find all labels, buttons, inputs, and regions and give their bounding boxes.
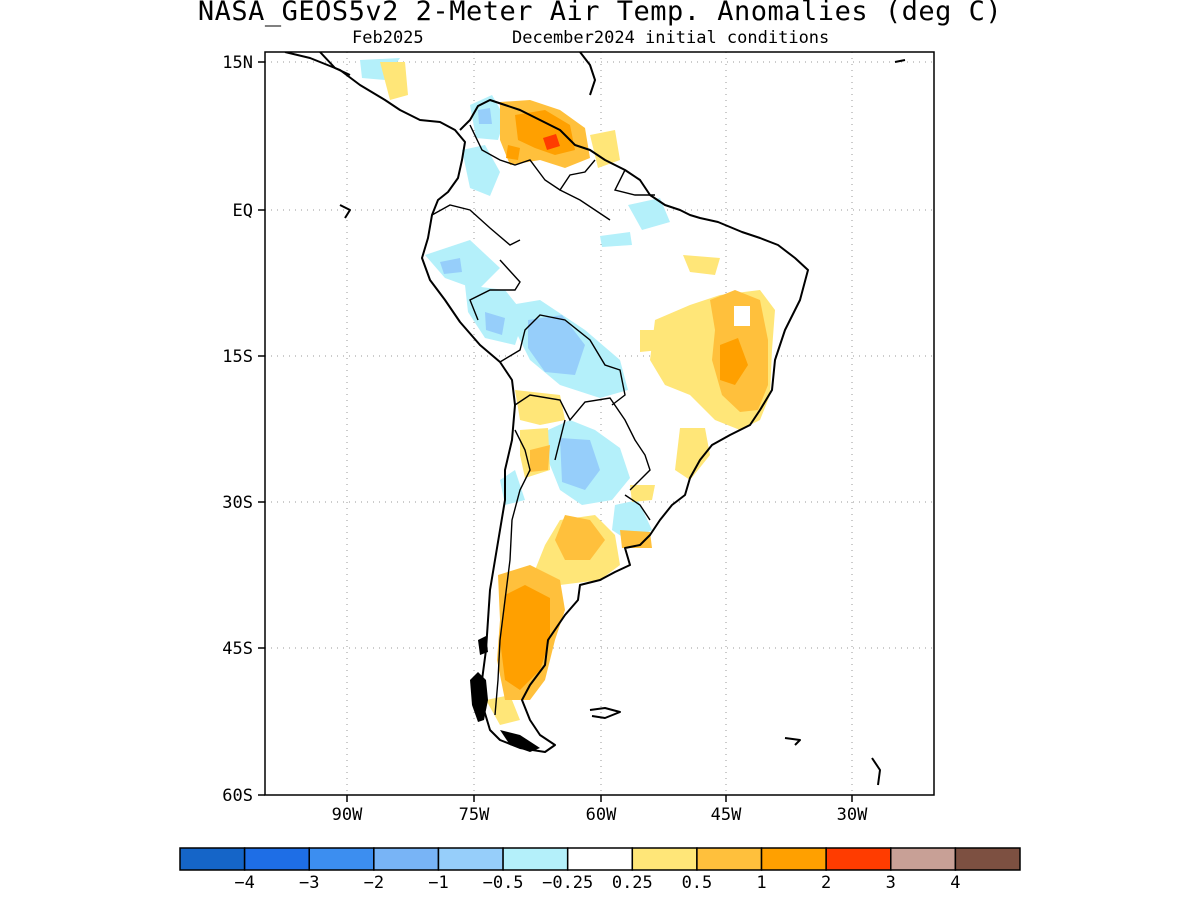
colorbar-label: −0.5 bbox=[483, 873, 524, 893]
colorbar-label: 4 bbox=[950, 873, 960, 893]
lon-label-90w: 90W bbox=[332, 805, 363, 825]
colorbar-label: 2 bbox=[821, 873, 831, 893]
colorbar-label: −3 bbox=[299, 873, 319, 893]
anomaly-shading bbox=[360, 58, 775, 725]
anomaly-mid-blue-patches bbox=[440, 108, 600, 490]
lon-labels: 90W 75W 60W 45W 30W bbox=[332, 805, 868, 825]
anomaly-orange-patches bbox=[500, 110, 748, 690]
initial-conditions: December2024 initial conditions bbox=[512, 28, 830, 48]
lon-label-75w: 75W bbox=[459, 805, 490, 825]
colorbar-swatch bbox=[437, 847, 504, 871]
lat-labels: 15N EQ 15S 30S 45S 60S bbox=[222, 53, 253, 806]
colorbar-swatch bbox=[179, 847, 246, 871]
colorbar-swatch bbox=[631, 847, 698, 871]
colorbar-label: −2 bbox=[364, 873, 384, 893]
colorbar-label: 1 bbox=[756, 873, 766, 893]
southern-islands bbox=[470, 636, 540, 752]
colorbar-label: −4 bbox=[234, 873, 254, 893]
colorbar-swatch bbox=[696, 847, 763, 871]
colorbar-swatch bbox=[308, 847, 375, 871]
lat-label-15s: 15S bbox=[222, 347, 253, 367]
forecast-month: Feb2025 bbox=[352, 28, 424, 48]
anomaly-red-patches bbox=[543, 134, 560, 150]
lon-label-45w: 45W bbox=[711, 805, 742, 825]
colorbar-swatch bbox=[760, 847, 827, 871]
lat-label-45s: 45S bbox=[222, 639, 253, 659]
lat-label-15n: 15N bbox=[222, 53, 253, 73]
map-title: NASA_GEOS5v2 2-Meter Air Temp. Anomalies… bbox=[197, 0, 1003, 27]
colorbar-label: 0.25 bbox=[612, 873, 653, 893]
colorbar-labels: −4 −3 −2 −1 −0.5 −0.25 0.25 0.5 1 2 3 4 bbox=[234, 873, 960, 893]
map-frame bbox=[264, 51, 935, 796]
lon-label-30w: 30W bbox=[837, 805, 868, 825]
coastlines bbox=[284, 52, 906, 786]
borders bbox=[431, 124, 655, 716]
lat-label-60s: 60S bbox=[222, 786, 253, 806]
colorbar-swatch bbox=[502, 847, 569, 871]
lat-tick-marks bbox=[258, 61, 265, 796]
colorbar-swatch bbox=[825, 847, 892, 871]
colorbar-swatch bbox=[373, 847, 440, 871]
colorbar-label: 0.5 bbox=[682, 873, 713, 893]
colorbar-swatch bbox=[243, 847, 310, 871]
colorbar-swatch bbox=[890, 847, 957, 871]
lat-label-eq: EQ bbox=[233, 201, 253, 221]
lat-label-30s: 30S bbox=[222, 493, 253, 513]
lon-label-60w: 60W bbox=[586, 805, 617, 825]
colorbar-label: −1 bbox=[428, 873, 448, 893]
colorbar-swatch bbox=[566, 847, 634, 871]
lon-tick-marks bbox=[346, 795, 853, 802]
colorbar-label: 3 bbox=[886, 873, 896, 893]
colorbar-label: −0.25 bbox=[542, 873, 593, 893]
colorbar-swatch bbox=[954, 847, 1021, 871]
colorbar bbox=[179, 847, 1021, 871]
